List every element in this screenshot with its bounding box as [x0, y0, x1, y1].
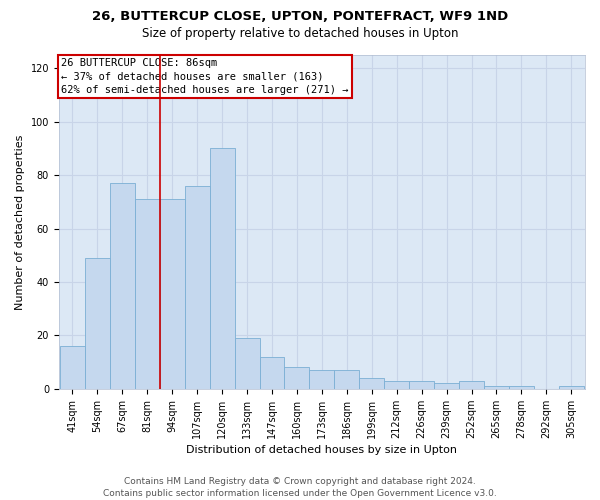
Bar	[60, 346, 85, 389]
Bar	[310, 370, 334, 389]
Bar	[359, 378, 384, 389]
Text: Size of property relative to detached houses in Upton: Size of property relative to detached ho…	[142, 28, 458, 40]
Bar	[235, 338, 260, 389]
Bar	[434, 384, 459, 389]
Bar	[409, 381, 434, 389]
Bar	[284, 368, 310, 389]
Bar	[85, 258, 110, 389]
X-axis label: Distribution of detached houses by size in Upton: Distribution of detached houses by size …	[187, 445, 457, 455]
Bar	[459, 381, 484, 389]
Bar	[384, 381, 409, 389]
Bar	[209, 148, 235, 389]
Text: 26, BUTTERCUP CLOSE, UPTON, PONTEFRACT, WF9 1ND: 26, BUTTERCUP CLOSE, UPTON, PONTEFRACT, …	[92, 10, 508, 23]
Bar	[484, 386, 509, 389]
Bar	[334, 370, 359, 389]
Text: Contains HM Land Registry data © Crown copyright and database right 2024.
Contai: Contains HM Land Registry data © Crown c…	[103, 476, 497, 498]
Text: 26 BUTTERCUP CLOSE: 86sqm
← 37% of detached houses are smaller (163)
62% of semi: 26 BUTTERCUP CLOSE: 86sqm ← 37% of detac…	[61, 58, 349, 94]
Bar	[185, 186, 209, 389]
Bar	[160, 199, 185, 389]
Y-axis label: Number of detached properties: Number of detached properties	[15, 134, 25, 310]
Bar	[509, 386, 534, 389]
Bar	[135, 199, 160, 389]
Bar	[110, 183, 135, 389]
Bar	[260, 357, 284, 389]
Bar	[559, 386, 584, 389]
